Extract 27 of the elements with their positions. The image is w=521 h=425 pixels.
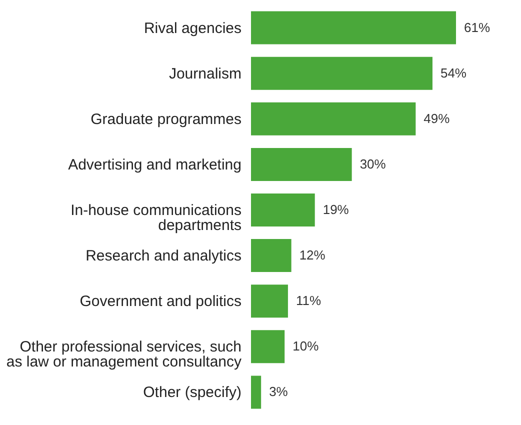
data-label: 11% — [296, 293, 322, 308]
y-tick-label: Advertising and marketing — [68, 156, 242, 174]
y-tick-label: Other professional services, such as law or management consultancy — [6, 338, 242, 371]
data-label: 30% — [360, 156, 386, 172]
bar — [251, 56, 432, 90]
data-label: 49% — [424, 110, 450, 126]
bar — [251, 194, 315, 226]
bar — [251, 376, 262, 409]
bar — [251, 284, 288, 318]
y-tick-label: Government and politics — [80, 293, 242, 310]
y-tick-label: Rival agencies — [144, 20, 242, 37]
bar — [251, 102, 416, 136]
data-label: 61% — [464, 20, 490, 35]
data-label: 12% — [299, 248, 326, 263]
bar — [251, 148, 352, 181]
data-label: 3% — [269, 384, 288, 400]
data-label: 10% — [292, 338, 320, 354]
y-tick-label: Research and analytics — [86, 248, 242, 265]
y-tick-label: Journalism — [168, 65, 242, 82]
y-tick-label: In-house communications departments — [70, 202, 242, 234]
bar — [251, 239, 292, 272]
data-label: 19% — [322, 202, 350, 217]
y-tick-label: Graduate programmes — [90, 110, 242, 128]
bar — [251, 11, 456, 44]
y-tick-label: Other (specify) — [143, 384, 242, 402]
bar — [251, 330, 285, 364]
data-label: 54% — [440, 65, 467, 80]
